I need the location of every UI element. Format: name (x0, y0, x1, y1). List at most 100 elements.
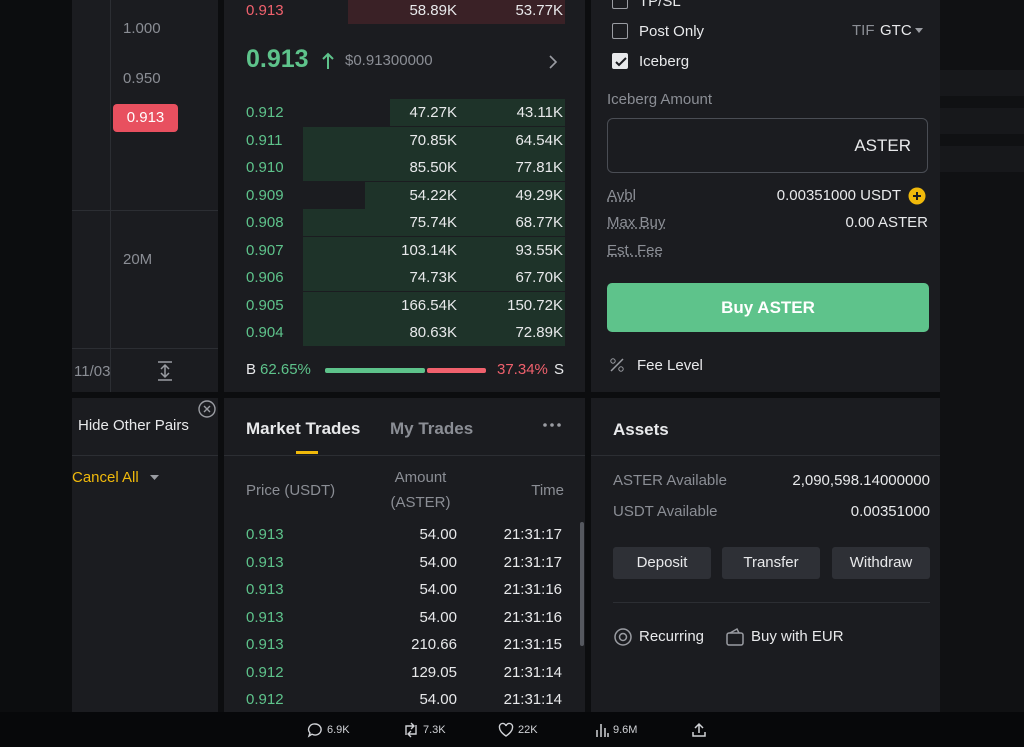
cancel-all[interactable]: Cancel All (72, 469, 139, 486)
max-buy-label: Max Buy (607, 214, 666, 231)
reply-icon[interactable] (307, 722, 323, 738)
like-icon[interactable] (498, 722, 514, 738)
bid-amount: 70.85K (409, 131, 457, 149)
bid-total: 77.81K (515, 159, 563, 176)
fee-icon (610, 358, 624, 372)
close-icon[interactable] (198, 400, 216, 418)
buy-label: B (246, 361, 257, 378)
asset-button[interactable]: Withdraw (832, 547, 930, 579)
date-label: 11/03 (74, 363, 111, 380)
reply-count: 6.9K (327, 724, 350, 736)
trade-time: 21:31:16 (503, 608, 562, 626)
amount-header: Amount (394, 469, 447, 486)
checkbox-checked[interactable] (612, 53, 628, 69)
asset-button[interactable]: Deposit (613, 547, 711, 579)
bid-price: 0.912 (246, 104, 284, 121)
views-icon[interactable] (595, 722, 609, 738)
bid-price: 0.907 (246, 241, 284, 259)
fee-level-link[interactable]: Fee Level (637, 357, 703, 374)
repost-count: 7.3K (423, 724, 446, 736)
avbl-value: 0.00351000 USDT (776, 187, 901, 204)
bid-price: 0.904 (246, 324, 284, 341)
amount-header: (ASTER) (390, 494, 451, 511)
scrollbar[interactable] (580, 522, 584, 646)
tab-active[interactable]: Market Trades (246, 419, 361, 438)
bid-depth (365, 181, 565, 209)
bid-depth (303, 319, 565, 346)
trade-time: 21:31:17 (503, 526, 562, 543)
buy-button[interactable]: Buy ASTER (607, 283, 929, 332)
trade-price: 0.913 (246, 636, 284, 653)
bid-amount: 47.27K (409, 104, 457, 121)
asset-link[interactable]: Buy with EUR (751, 628, 844, 645)
view-count: 9.6M (613, 724, 638, 736)
iceberg-label: Iceberg (639, 53, 690, 70)
divider (72, 455, 218, 456)
asset-button[interactable]: Transfer (722, 547, 820, 579)
bid-depth (303, 236, 565, 264)
more-icon[interactable] (542, 422, 562, 428)
ask-depth (348, 0, 565, 24)
chevron[interactable] (548, 55, 558, 69)
price-header: Price (USDT) (246, 482, 336, 499)
bid-amount: 75.74K (409, 214, 457, 231)
amount-input[interactable] (607, 118, 928, 173)
dropdown-caret (150, 475, 159, 480)
repost-icon[interactable] (402, 722, 420, 738)
asset-label: ASTER Available (613, 472, 727, 489)
bid-total: 150.72K (507, 296, 563, 314)
bid-price: 0.905 (246, 296, 284, 314)
last-price-usd: $0.91300000 (345, 52, 433, 69)
assets-panel: Assets ASTER Available 2,090,598.14000000… (591, 398, 940, 712)
expand-icon[interactable] (156, 361, 174, 381)
chart-panel: 1.000 0.950 0.913 20M 11/03 (72, 0, 218, 392)
bid-amount: 80.63K (409, 324, 457, 341)
share-icon[interactable] (691, 722, 707, 738)
current-price-badge: 0.913 (113, 104, 178, 132)
checkbox[interactable] (612, 23, 628, 39)
backdrop-field (940, 108, 1024, 134)
tif-label: TIF (852, 22, 875, 39)
asset-link[interactable]: Recurring (639, 628, 705, 645)
max-buy-value: 0.00 ASTER (845, 214, 928, 231)
tab[interactable]: My Trades (390, 419, 474, 438)
trade-time: 21:31:16 (503, 581, 562, 598)
bid-price: 0.906 (246, 269, 284, 286)
up-arrow (322, 52, 334, 69)
bid-depth (303, 209, 565, 236)
bid-total: 93.55K (515, 241, 563, 259)
trade-time: 21:31:15 (503, 636, 562, 653)
hide-other-pairs[interactable]: Hide Other Pairs (78, 417, 189, 434)
divider (591, 455, 940, 456)
trades-panel: Market Trades My Trades Price (USDT) Amo… (224, 398, 585, 712)
recurring-icon (614, 628, 632, 646)
bid-depth (303, 126, 565, 154)
bid-amount: 54.22K (409, 186, 457, 204)
bid-price: 0.910 (246, 159, 284, 176)
avbl-label: Avbl (607, 187, 636, 204)
ask-price: 0.913 (246, 2, 284, 19)
trade-price: 0.913 (246, 608, 284, 626)
sell-ratio-bar (427, 368, 486, 373)
backdrop-field (940, 70, 1024, 96)
order-form: TP/SL Post Only TIF GTC Iceberg Iceberg … (591, 0, 940, 392)
divider (72, 348, 218, 349)
bid-price: 0.908 (246, 214, 284, 231)
price-label: 1.000 (123, 20, 161, 37)
trade-price: 0.913 (246, 526, 284, 543)
backdrop-field (940, 146, 1024, 172)
last-price: 0.913 (246, 45, 309, 73)
trade-time: 21:31:17 (503, 553, 562, 571)
check-mark (615, 57, 627, 67)
volume-label: 20M (123, 251, 153, 268)
add-funds-icon[interactable] (908, 187, 926, 205)
tif-value[interactable]: GTC (880, 22, 912, 39)
bid-total: 67.70K (515, 269, 563, 286)
checkbox[interactable] (612, 0, 628, 9)
time-header: Time (531, 482, 564, 499)
tab-underline (296, 451, 318, 454)
trade-amount: 54.00 (419, 581, 457, 598)
bid-depth (303, 154, 565, 181)
wallet-icon (726, 627, 744, 646)
buy-ratio: 62.65% (260, 361, 311, 378)
